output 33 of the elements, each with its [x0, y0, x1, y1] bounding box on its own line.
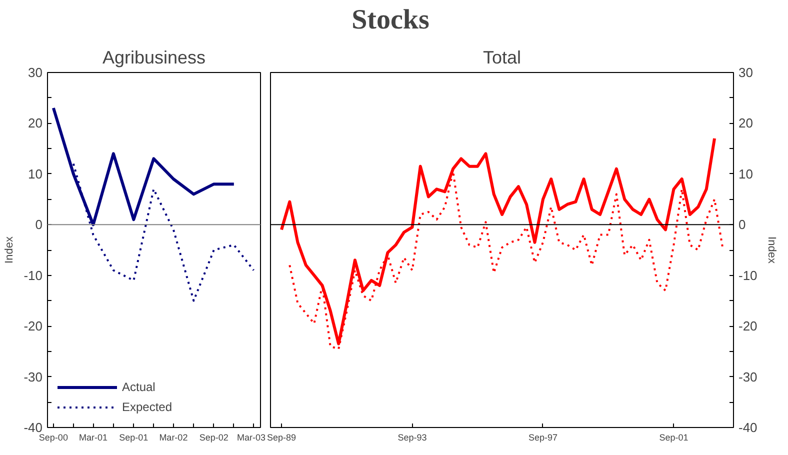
y-tick-label: 30 — [738, 65, 753, 80]
text: Stocks — [352, 4, 430, 36]
chart-title: Total — [482, 48, 522, 68]
y-tick-label: -20 — [738, 318, 758, 334]
x-tick-label: Sep-00 — [38, 432, 68, 442]
y-axis-title: Index — [765, 236, 778, 264]
x-tick-label: Sep-93 — [398, 432, 427, 442]
x-tick-label: Sep-02 — [199, 432, 228, 442]
y-tick-label: -30 — [24, 369, 43, 384]
chart-title: Agribusiness — [102, 48, 206, 68]
x-tick-label: Mar-01 — [78, 432, 108, 442]
y-tick-label: 20 — [738, 116, 753, 131]
legend-label: Actual — [122, 380, 156, 394]
legend-label: Expected — [122, 400, 172, 414]
x-tick-label: Mar-02 — [159, 432, 188, 442]
x-tick-label: Sep-01 — [659, 432, 688, 442]
x-tick-label: Sep-89 — [266, 432, 296, 442]
x-tick-label: Sep-01 — [119, 432, 148, 442]
y-tick-label: -20 — [24, 318, 43, 334]
y-tick-label: 0 — [35, 217, 43, 232]
y-tick-label: -40 — [24, 420, 43, 435]
y-tick-label: 10 — [28, 166, 43, 182]
y-axis-title: Index — [4, 236, 16, 264]
y-tick-label: -10 — [24, 268, 43, 283]
y-tick-label: 10 — [738, 166, 753, 182]
y-tick-label: -30 — [738, 369, 758, 384]
y-tick-label: 30 — [28, 65, 43, 80]
x-tick-label: Sep-97 — [528, 432, 558, 442]
x-tick-label: Mar-03 — [236, 432, 266, 442]
y-tick-label: 20 — [28, 116, 43, 131]
y-tick-label: 0 — [738, 217, 746, 232]
y-tick-label: -10 — [738, 268, 758, 283]
y-tick-label: -40 — [738, 420, 758, 435]
